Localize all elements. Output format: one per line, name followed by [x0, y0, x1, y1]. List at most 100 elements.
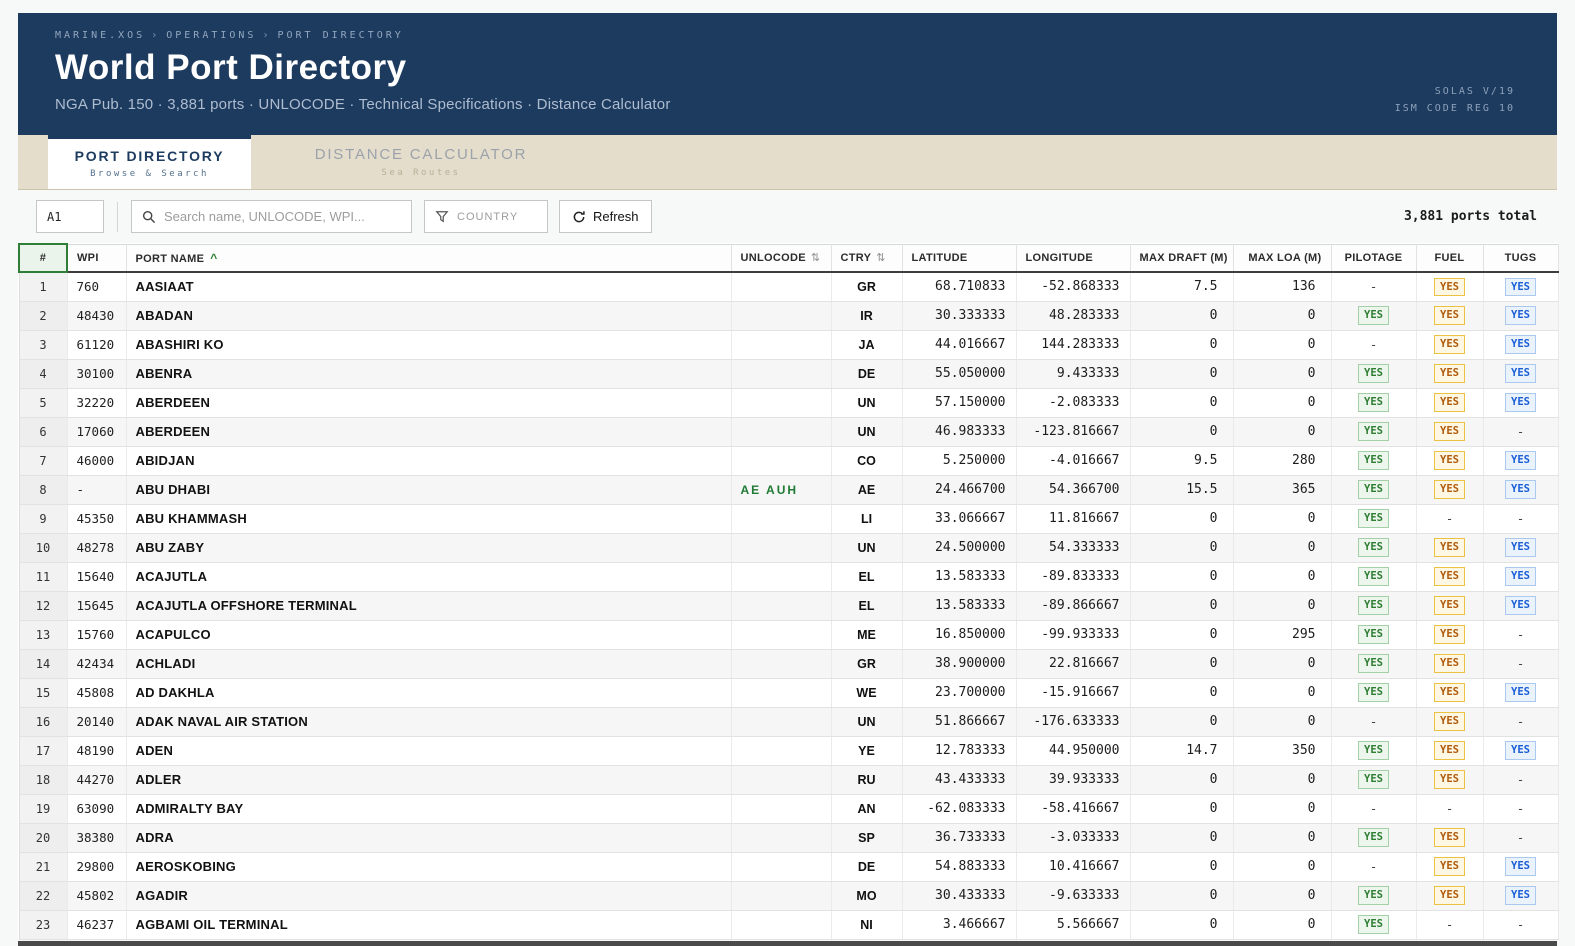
table-row[interactable]: 22 45802 AGADIR MO 30.433333 -9.633333 0 0 YES YE… — [19, 881, 1559, 911]
cell-lat: 30.333333 — [902, 301, 1017, 331]
table-row[interactable]: 11 15640 ACAJUTLA EL 13.583333 -89.833333 0 0 YE… — [19, 562, 1559, 592]
cell-loa: 0 — [1233, 649, 1332, 679]
cell-tugs: - — [1483, 649, 1559, 679]
table-row[interactable]: 21 29800 AEROSKOBING DE 54.883333 10.416667 0 0… — [19, 852, 1559, 882]
app-header: MARINE.XOS › OPERATIONS › PORT DIRECTORY Wor… — [18, 13, 1557, 135]
cell-lat: 44.016667 — [902, 330, 1017, 360]
cell-pilotage: YES — [1331, 620, 1417, 650]
table-row[interactable]: 13 15760 ACAPULCO ME 16.850000 -99.933333 0 295… — [19, 620, 1559, 650]
cell-num: 2 — [19, 301, 68, 331]
cell-num: 6 — [19, 417, 68, 447]
fuel-yes-badge: YES — [1434, 741, 1465, 760]
cell-lat: 5.250000 — [902, 446, 1017, 476]
cell-pilotage: - — [1331, 707, 1417, 737]
table-row[interactable]: 20 38380 ADRA SP 36.733333 -3.033333 0 0 YES YES - — [19, 823, 1559, 853]
cell-draft: 0 — [1130, 707, 1234, 737]
cell-unlocode — [731, 707, 832, 737]
col-header-row-number[interactable]: # — [18, 243, 68, 273]
table-row[interactable]: 10 48278 ABU ZABY UN 24.500000 54.333333 0 0 YES… — [19, 533, 1559, 563]
cell-lon: 44.950000 — [1016, 736, 1131, 766]
cell-draft: 0 — [1130, 359, 1234, 389]
table-row[interactable]: 5 32220 ABERDEEN UN 57.150000 -2.083333 0 0 YES Y… — [19, 388, 1559, 418]
search-input[interactable] — [164, 209, 401, 224]
cell-ref-input[interactable] — [36, 200, 104, 233]
table-row[interactable]: 17 48190 ADEN YE 12.783333 44.950000 14.7 350 YE… — [19, 736, 1559, 766]
col-header-latitude[interactable]: LATITUDE — [902, 243, 1017, 273]
pilotage-yes-badge: YES — [1358, 480, 1389, 499]
tab-distance-calculator[interactable]: DISTANCE CALCULATOR Sea Routes — [251, 135, 591, 189]
cell-unlocode — [731, 446, 832, 476]
cell-wpi: 48278 — [67, 533, 127, 563]
cell-num: 14 — [19, 649, 68, 679]
cell-fuel: YES — [1416, 823, 1484, 853]
pilotage-yes-badge: YES — [1358, 770, 1389, 789]
cell-unlocode — [731, 794, 832, 824]
fuel-yes-badge: YES — [1434, 712, 1465, 731]
breadcrumb-item-marine-xos[interactable]: MARINE.XOS — [55, 30, 146, 41]
cell-draft: 0 — [1130, 504, 1234, 534]
cell-unlocode — [731, 417, 832, 447]
cell-wpi: 42434 — [67, 649, 127, 679]
cell-wpi: 32220 — [67, 388, 127, 418]
tab-port-directory[interactable]: PORT DIRECTORY Browse & Search — [48, 135, 251, 189]
cell-num: 13 — [19, 620, 68, 650]
country-filter[interactable]: COUNTRY — [424, 200, 548, 233]
col-header-port-name[interactable]: PORT NAME ^ — [126, 243, 732, 273]
search-box[interactable] — [131, 200, 412, 233]
table-row[interactable]: 9 45350 ABU KHAMMASH LI 33.066667 11.816667 0 0… — [19, 504, 1559, 534]
table-row[interactable]: 8- ABU DHABI AE AUH AE 24.466700 54.366700 15.… — [19, 475, 1559, 505]
cell-wpi: 46237 — [67, 910, 127, 940]
breadcrumb-item-operations[interactable]: OPERATIONS — [166, 30, 257, 41]
pilotage-yes-badge: YES — [1358, 741, 1389, 760]
cell-lon: -89.866667 — [1016, 591, 1131, 621]
col-header-fuel[interactable]: FUEL — [1416, 243, 1484, 273]
cell-num: 5 — [19, 388, 68, 418]
cell-loa: 0 — [1233, 330, 1332, 360]
cell-lon: 48.283333 — [1016, 301, 1131, 331]
table-row[interactable]: 6 17060 ABERDEEN UN 46.983333 -123.816667 0 0 YE… — [19, 417, 1559, 447]
cell-fuel: YES — [1416, 272, 1484, 302]
col-header-longitude[interactable]: LONGITUDE — [1016, 243, 1131, 273]
col-header-label: WPI — [77, 251, 99, 264]
col-header-wpi[interactable]: WPI — [67, 243, 127, 273]
table-header-row: # WPI PORT NAME ^ UNLOCODE ⇅ CTRY ⇅ LATITUD… — [18, 243, 1559, 273]
col-header-tugs[interactable]: TUGS — [1483, 243, 1559, 273]
tugs-yes-badge: YES — [1505, 857, 1536, 876]
table-row[interactable]: 2 48430 ABADAN IR 30.333333 48.283333 0 0 YES YES… — [19, 301, 1559, 331]
cell-pilotage: YES — [1331, 359, 1417, 389]
col-header-label: PORT NAME — [135, 252, 205, 265]
col-header-label: CTRY — [840, 252, 872, 265]
table-row[interactable]: 19 63090 ADMIRALTY BAY AN -62.083333 -58.4166… — [19, 794, 1559, 824]
col-header-max-loa[interactable]: MAX LOA (M) — [1233, 243, 1332, 273]
cell-pilotage: YES — [1331, 562, 1417, 592]
pilotage-yes-badge: YES — [1358, 306, 1389, 325]
cell-draft: 0 — [1130, 591, 1234, 621]
cell-lon: 22.816667 — [1016, 649, 1131, 679]
table-row[interactable]: 18 44270 ADLER RU 43.433333 39.933333 0 0 YES YES… — [19, 765, 1559, 795]
table-row[interactable]: 3 61120 ABASHIRI KO JA 44.016667 144.283333 0 0… — [19, 330, 1559, 360]
cell-wpi: 15760 — [67, 620, 127, 650]
table-row[interactable]: 14 42434 ACHLADI GR 38.900000 22.816667 0 0 YES Y… — [19, 649, 1559, 679]
table-row[interactable]: 15 45808 AD DAKHLA WE 23.700000 -15.916667 0 0 Y… — [19, 678, 1559, 708]
cell-wpi: 38380 — [67, 823, 127, 853]
col-header-label: MAX DRAFT (M) — [1139, 251, 1228, 264]
fuel-yes-badge: YES — [1434, 596, 1465, 615]
col-header-pilotage[interactable]: PILOTAGE — [1331, 243, 1417, 273]
col-header-unlocode[interactable]: UNLOCODE ⇅ — [731, 243, 832, 273]
refresh-button[interactable]: Refresh — [559, 200, 652, 233]
table-row[interactable]: 16 20140 ADAK NAVAL AIR STATION UN 51.866667… — [19, 707, 1559, 737]
cell-ctry: EL — [831, 591, 903, 621]
breadcrumb-item-port-directory[interactable]: PORT DIRECTORY — [277, 30, 404, 41]
table-row[interactable]: 7 46000 ABIDJAN CO 5.250000 -4.016667 9.5 280 YE… — [19, 446, 1559, 476]
fuel-yes-badge: YES — [1434, 654, 1465, 673]
col-header-max-draft[interactable]: MAX DRAFT (M) — [1130, 243, 1234, 273]
table-row[interactable]: 4 30100 ABENRA DE 55.050000 9.433333 0 0 YES YES Y… — [19, 359, 1559, 389]
cell-fuel: YES — [1416, 591, 1484, 621]
table-row[interactable]: 23 46237 AGBAMI OIL TERMINAL NI 3.466667 5.56… — [19, 910, 1559, 940]
cell-lon: 54.366700 — [1016, 475, 1131, 505]
cell-fuel: YES — [1416, 765, 1484, 795]
col-header-ctry[interactable]: CTRY ⇅ — [831, 243, 903, 273]
cell-wpi: 48190 — [67, 736, 127, 766]
table-row[interactable]: 1 760 AASIAAT GR 68.710833 -52.868333 7.5 136- Y… — [19, 272, 1559, 302]
table-row[interactable]: 12 15645 ACAJUTLA OFFSHORE TERMINAL EL 13.58… — [19, 591, 1559, 621]
